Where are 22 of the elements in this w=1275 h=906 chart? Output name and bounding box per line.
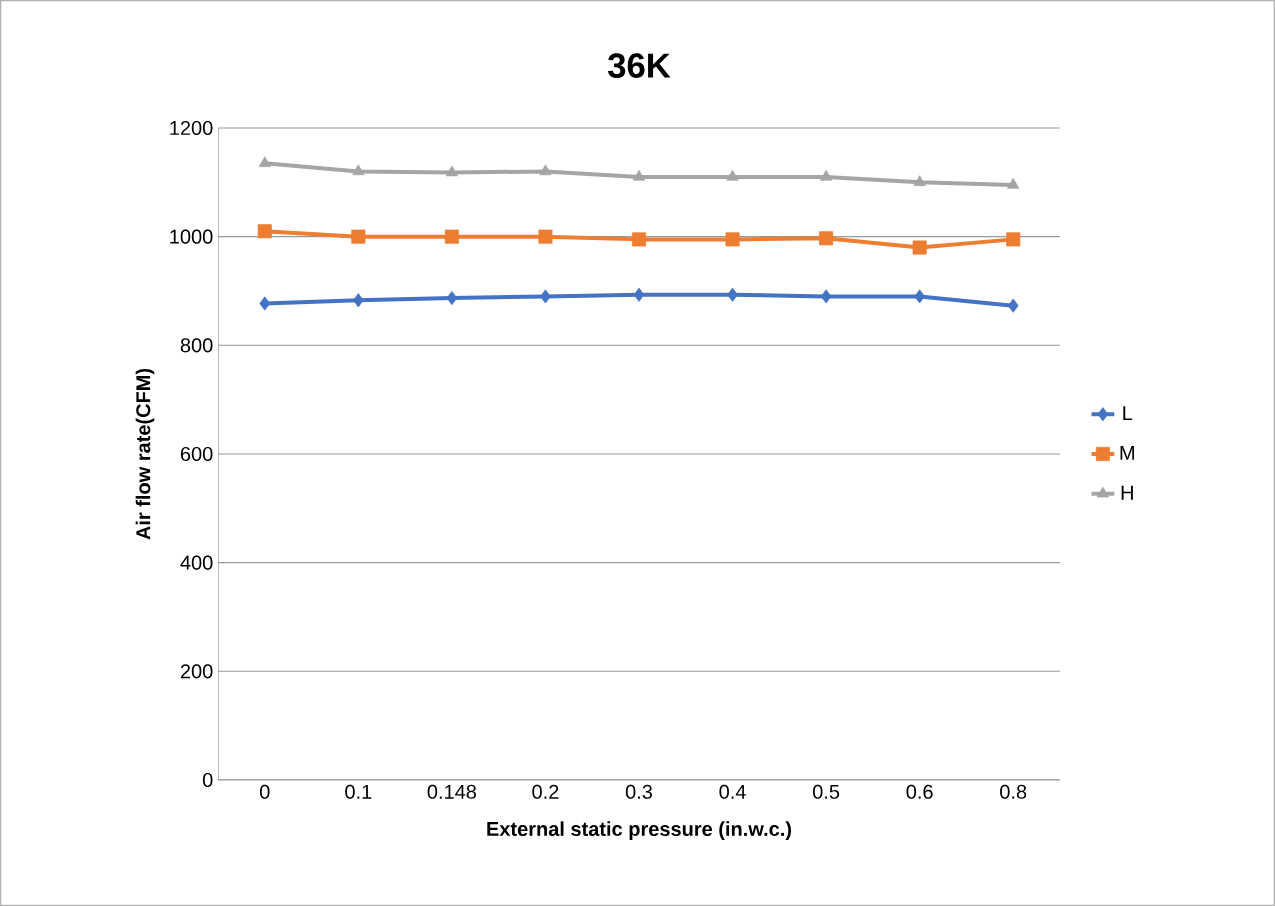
x-tick-label: 0.8	[1000, 784, 1027, 799]
x-tick-label: 0.4	[719, 784, 746, 799]
y-tick-label: 800	[180, 338, 213, 353]
x-tick-label: 0.148	[427, 784, 477, 799]
x-tick-label: 0.3	[625, 784, 653, 799]
y-tick-label: 400	[180, 555, 213, 570]
y-tick-label: 200	[180, 664, 213, 679]
y-tick-label: 1000	[170, 229, 213, 244]
legend-label: M	[1120, 446, 1134, 460]
x-tick-label: 0.5	[812, 784, 840, 799]
x-tick-label: 0.1	[345, 784, 372, 799]
y-tick-label: 0	[202, 772, 213, 788]
x-tick-label: 0.2	[532, 784, 559, 799]
legend-label: L	[1123, 406, 1133, 421]
x-axis-title: External static pressure (in.w.c.)	[487, 821, 792, 840]
legend-label: H	[1121, 485, 1133, 500]
x-tick-label: 0.6	[906, 784, 933, 799]
y-tick-label: 600	[180, 446, 213, 462]
y-axis-title: Air flow rate(CFM)	[135, 368, 155, 540]
y-tick-label: 1200	[170, 120, 213, 136]
chart-title: 36K	[608, 53, 671, 78]
x-tick-label: 0	[259, 784, 270, 799]
